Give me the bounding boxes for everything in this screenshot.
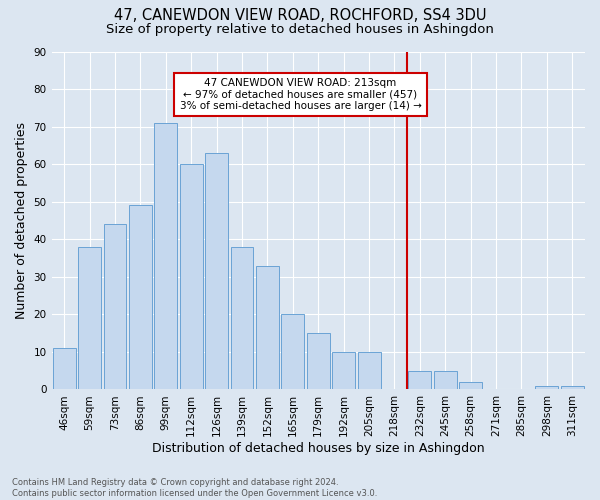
Bar [53,348,76,390]
Bar [535,386,559,390]
Text: 47 CANEWDON VIEW ROAD: 213sqm
← 97% of detached houses are smaller (457)
3% of s: 47 CANEWDON VIEW ROAD: 213sqm ← 97% of d… [179,78,421,111]
Bar [230,247,253,390]
Bar [434,370,457,390]
Text: 47, CANEWDON VIEW ROAD, ROCHFORD, SS4 3DU: 47, CANEWDON VIEW ROAD, ROCHFORD, SS4 3D… [114,8,486,22]
Bar [180,164,203,390]
Bar [256,266,279,390]
Bar [459,382,482,390]
Bar [205,153,228,390]
Bar [307,333,330,390]
X-axis label: Distribution of detached houses by size in Ashingdon: Distribution of detached houses by size … [152,442,485,455]
Bar [332,352,355,390]
Bar [358,352,380,390]
Text: Contains HM Land Registry data © Crown copyright and database right 2024.
Contai: Contains HM Land Registry data © Crown c… [12,478,377,498]
Bar [409,370,431,390]
Bar [78,247,101,390]
Bar [104,224,127,390]
Y-axis label: Number of detached properties: Number of detached properties [15,122,28,319]
Text: Size of property relative to detached houses in Ashingdon: Size of property relative to detached ho… [106,22,494,36]
Bar [281,314,304,390]
Bar [154,123,177,390]
Bar [129,206,152,390]
Bar [561,386,584,390]
